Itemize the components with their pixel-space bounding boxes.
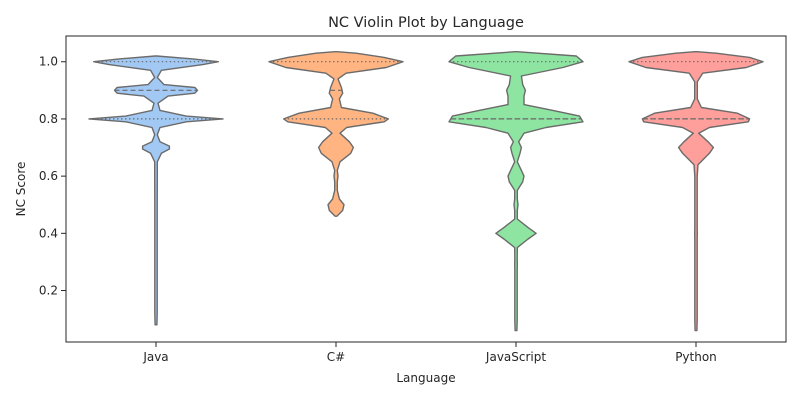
y-axis-title: NC Score	[14, 162, 28, 217]
violin-java	[88, 55, 224, 326]
y-tick-label: 1.0	[39, 55, 58, 69]
x-tick-label: JavaScript	[485, 350, 546, 364]
y-tick-label: 0.2	[39, 284, 58, 298]
x-axis-ticks: Java C# JavaScript Python	[142, 342, 717, 364]
violin-layer	[88, 51, 764, 332]
plot-frame	[65, 35, 787, 343]
y-axis-ticks: 0.2 0.4 0.6 0.8 1.0	[39, 55, 66, 298]
chart-title: NC Violin Plot by Language	[328, 15, 524, 31]
x-tick-label: C#	[327, 350, 345, 364]
y-tick-label: 0.6	[39, 169, 58, 183]
y-tick-label: 0.4	[39, 226, 58, 240]
y-tick-label: 0.8	[39, 112, 58, 126]
violin-c-sharp	[268, 51, 404, 217]
violin-python	[628, 51, 764, 332]
x-tick-label: Java	[142, 350, 168, 364]
x-axis-title: Language	[396, 371, 455, 385]
violin-javascript	[448, 51, 584, 332]
x-tick-label: Python	[675, 350, 717, 364]
